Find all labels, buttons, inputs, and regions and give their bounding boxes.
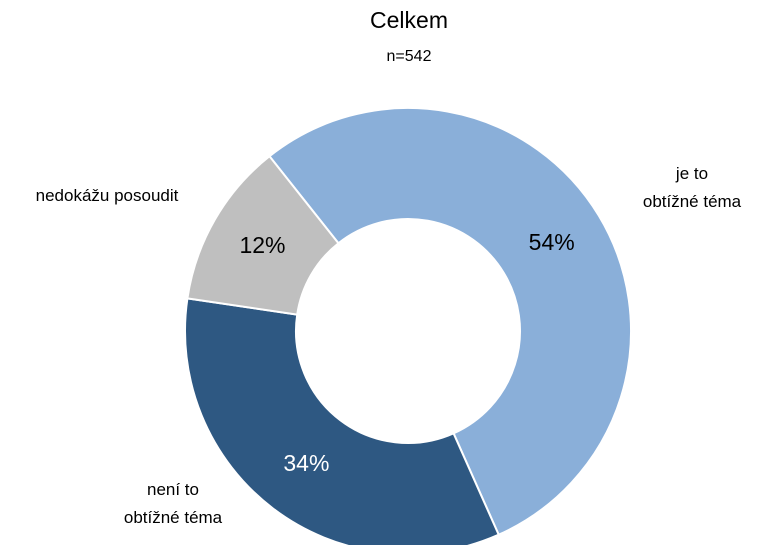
value-label: 54% xyxy=(529,229,575,255)
donut-slice xyxy=(186,154,340,316)
category-label-line: není to xyxy=(147,480,199,499)
chart-subtitle: n=542 xyxy=(387,48,432,65)
category-label-line: nedokážu posoudit xyxy=(36,186,179,205)
category-label-line: obtížné téma xyxy=(124,508,223,527)
donut-slice xyxy=(184,297,501,545)
value-label: 34% xyxy=(283,450,329,476)
chart-title: Celkem xyxy=(370,7,448,33)
category-label-line: je to xyxy=(675,164,708,183)
donut-slice xyxy=(268,107,632,537)
category-label-line: obtížné téma xyxy=(643,192,742,211)
category-label: nedokážu posoudit xyxy=(36,186,179,205)
category-label: není to obtížné téma xyxy=(124,480,223,527)
value-label: 12% xyxy=(239,232,285,258)
category-label: je to obtížné téma xyxy=(643,164,742,211)
